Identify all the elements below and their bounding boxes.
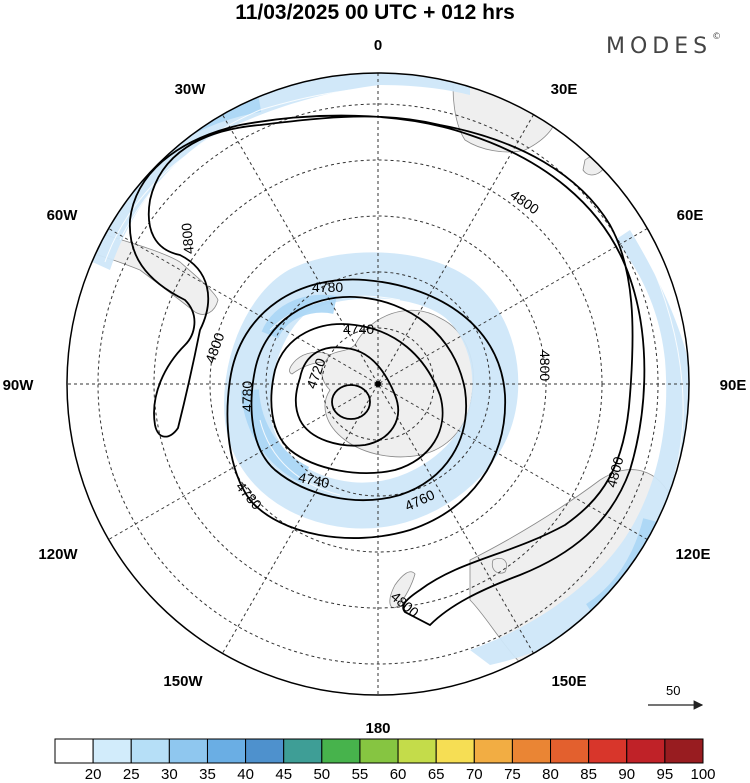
jet-band-atlantic <box>88 73 470 270</box>
map-title: 11/03/2025 00 UTC + 012 hrs <box>235 1 515 24</box>
colorbar-label: 45 <box>275 766 293 783</box>
colorbar-cell <box>130 738 170 764</box>
colorbar-label: 75 <box>504 766 521 783</box>
colorbar-label: 20 <box>84 766 102 783</box>
new-zealand <box>389 571 416 609</box>
lon-label-90e: 90E <box>720 377 747 394</box>
contour-label: 4800 <box>603 455 627 489</box>
colorbar-cell <box>664 738 704 764</box>
colorbar-label: 80 <box>542 766 559 783</box>
south-pole-marker <box>375 381 381 387</box>
contour-label: 4780 <box>312 279 343 295</box>
lon-label-120w: 120W <box>38 546 78 563</box>
colorbar-cell <box>206 738 247 764</box>
colorbar-cell <box>168 738 208 764</box>
colorbar-label: 25 <box>122 766 140 783</box>
contour-4720 <box>294 346 400 447</box>
latitude-circle-60s <box>209 215 547 553</box>
longitude-labels: 0 30E 60E 90E 120E 150E 180 150W 120W 90… <box>3 37 747 737</box>
brand-text: MODES <box>606 34 713 59</box>
colorbar-label: 35 <box>199 766 216 783</box>
antarctic-peninsula <box>289 351 331 375</box>
colorbar-label: 30 <box>161 766 178 783</box>
colorbar-cell <box>54 738 94 764</box>
lon-label-30w: 30W <box>175 81 207 98</box>
colorbar-label: 40 <box>237 766 254 783</box>
meridian-line <box>222 114 534 654</box>
contour-label: 4780 <box>239 381 255 412</box>
contour-4800 <box>129 114 646 627</box>
colorbar-label: 85 <box>580 766 597 783</box>
colorbar-label: 100 <box>690 766 716 783</box>
meridian-line <box>108 228 648 540</box>
colorbar-label: 95 <box>656 766 674 783</box>
contour-4760 <box>250 296 467 501</box>
colorbar-cell <box>511 738 552 764</box>
colorbar-label: 70 <box>465 766 483 783</box>
colorbar-cell <box>588 738 628 764</box>
tasmania <box>491 557 508 574</box>
contour-label: 4800 <box>202 330 228 365</box>
colorbar-cell <box>92 738 132 764</box>
height-contours <box>129 114 646 627</box>
colorbar-cell <box>321 738 361 764</box>
africa <box>452 73 557 153</box>
contour-label: 4740 <box>343 321 374 337</box>
colorbar-cell <box>626 738 666 764</box>
colorbar-cell <box>283 738 323 764</box>
map-boundary <box>66 72 690 696</box>
lon-label-120e: 120E <box>675 546 710 563</box>
colorbar-cell <box>245 738 285 764</box>
meridians <box>67 73 689 695</box>
colorbar-cell <box>473 738 513 764</box>
copyright-mark: © <box>712 32 722 42</box>
lon-label-150w: 150W <box>163 673 203 690</box>
lon-label-60w: 60W <box>47 207 79 224</box>
antarctica <box>321 309 474 458</box>
colorbar-cell <box>435 738 475 764</box>
colorbar-label: 65 <box>427 766 445 783</box>
colorbar-cell <box>397 738 437 764</box>
colorbar <box>54 738 704 764</box>
reference-vector-label: 50 <box>666 683 681 698</box>
lon-label-30e: 30E <box>551 81 578 98</box>
meridian-line <box>222 114 534 654</box>
modes-logo: MODES© <box>606 32 722 59</box>
colorbar-label: 90 <box>618 766 636 783</box>
colorbar-cell <box>550 738 590 764</box>
colorbar-label: 50 <box>313 766 331 783</box>
lon-label-60e: 60E <box>677 207 704 224</box>
contour-4740 <box>270 323 444 474</box>
colorbar-label: 55 <box>351 766 369 783</box>
colorbar-cell <box>359 738 399 764</box>
colorbar-label: 60 <box>389 766 407 783</box>
madagascar <box>582 155 606 176</box>
contour-label: 4740 <box>297 469 331 491</box>
contour-label: 4800 <box>507 186 542 217</box>
lon-label-180: 180 <box>365 720 390 737</box>
meridian-line <box>108 228 648 540</box>
contour-4700 <box>331 384 371 420</box>
contour-label: 4800 <box>178 222 197 255</box>
lon-label-0: 0 <box>374 37 382 54</box>
contour-4780 <box>226 278 506 539</box>
lon-label-150e: 150E <box>551 673 586 690</box>
contour-label: 4800 <box>537 350 553 381</box>
lon-label-90w: 90W <box>3 377 35 394</box>
